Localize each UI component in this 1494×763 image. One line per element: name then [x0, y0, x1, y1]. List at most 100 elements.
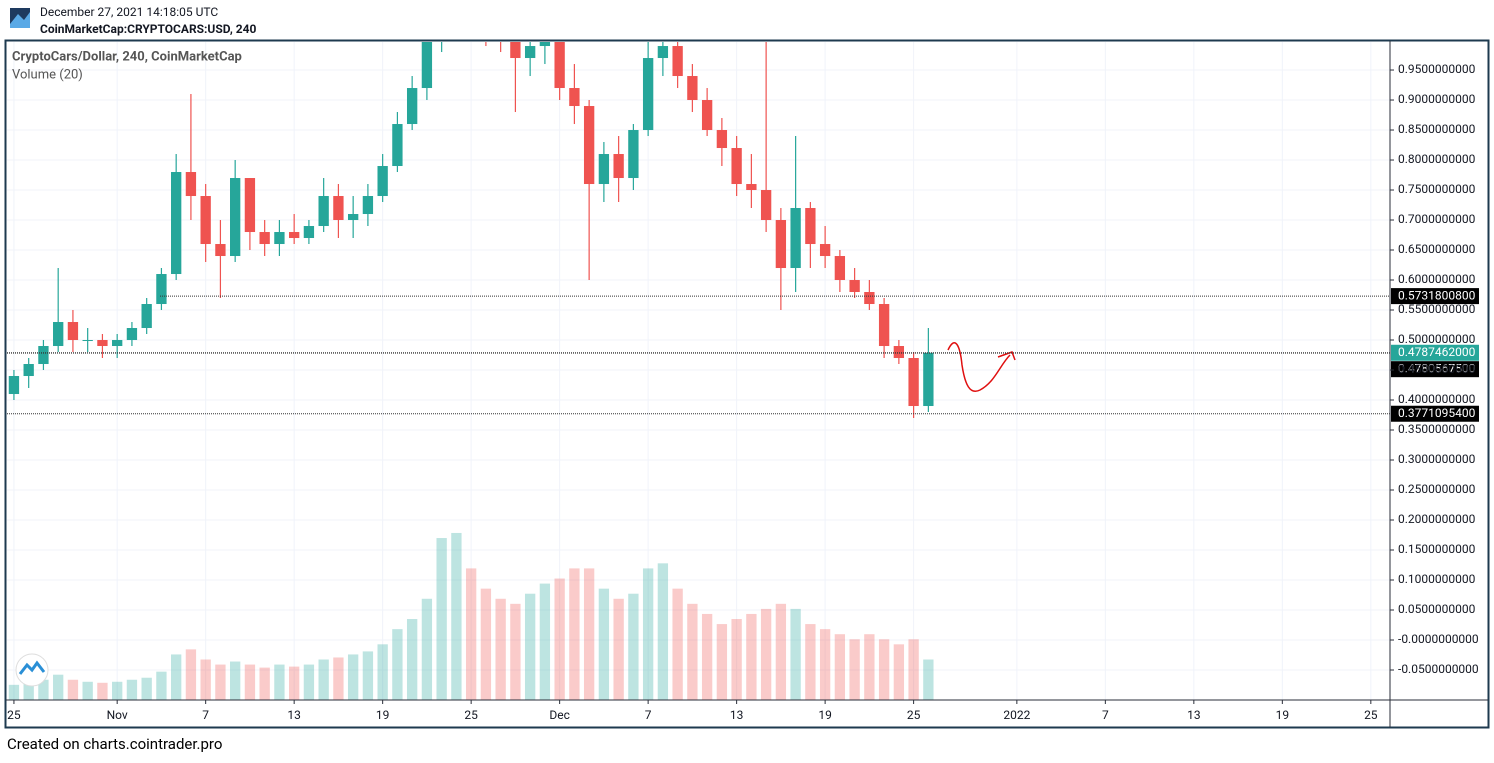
volume-bar [775, 603, 787, 700]
candle-body [849, 280, 860, 293]
y-tick-label: 0.3500000000 [1398, 422, 1476, 436]
volume-bar [480, 588, 492, 700]
y-tick-label: 0.1000000000 [1398, 572, 1476, 586]
volume-bar [421, 598, 433, 700]
volume-bar [23, 681, 34, 700]
candle-body [156, 274, 167, 305]
volume-bar [303, 664, 315, 700]
volume-bar [156, 671, 167, 700]
grid [7, 42, 1390, 700]
volume-bar [701, 613, 713, 700]
candle-body [259, 232, 270, 245]
candle-body [864, 292, 875, 305]
volume-bar [38, 679, 49, 700]
volume-bar [333, 657, 344, 700]
candle-body [746, 184, 757, 191]
x-tick-label: 7 [1102, 708, 1109, 722]
volume-bar [465, 568, 477, 700]
volume-bar [347, 654, 359, 700]
price-label: 0.3771095400 [1398, 406, 1476, 420]
candle-body [510, 42, 521, 59]
y-tick-label: 0.2000000000 [1398, 512, 1476, 526]
volume-bar [672, 588, 683, 700]
y-tick-label: 0.3000000000 [1398, 452, 1476, 466]
x-tick-label: 13 [287, 708, 301, 722]
volume-bar [141, 677, 152, 700]
volume-bar [510, 603, 521, 700]
chart-title: CryptoCars/Dollar, 240, CoinMarketCap [12, 49, 242, 64]
price-label-box [1391, 361, 1479, 378]
volume-layer [8, 532, 934, 700]
candle-body [82, 340, 93, 342]
volume-bar [834, 634, 846, 700]
volume-bar [598, 588, 610, 700]
volume-bar [642, 568, 654, 700]
volume-bar [362, 651, 374, 700]
candle-body [672, 46, 683, 77]
volume-bar [112, 681, 123, 700]
candle-body [657, 46, 669, 59]
volume-bar [923, 659, 934, 700]
price-label: 0.4780567500 [1398, 361, 1476, 375]
volume-bar [878, 639, 890, 700]
candle-body [760, 190, 772, 221]
price-lines: 0.5731800800 0.4787462000 0.4780567500 0.37… [7, 288, 1479, 422]
volume-bar [215, 664, 226, 700]
volume-bar [318, 659, 329, 700]
candle-body [38, 346, 49, 365]
x-tick-label: 25 [1364, 708, 1378, 722]
candle-body [731, 148, 742, 185]
candle-layer [8, 28, 934, 419]
candle-body [613, 154, 624, 179]
x-tick-label: 7 [202, 708, 209, 722]
x-tick-label: 25 [464, 708, 478, 722]
candle-body [274, 232, 285, 245]
candle-body [406, 88, 418, 125]
volume-bar [613, 598, 624, 700]
candle-body [244, 178, 256, 233]
candle-body [126, 328, 138, 341]
volume-bar [716, 624, 728, 700]
candle-body [67, 322, 79, 341]
candle-body [834, 256, 846, 281]
x-tick-label: Nov [107, 708, 128, 722]
volume-bar [230, 661, 241, 700]
y-tick-label: 0.8000000000 [1398, 152, 1476, 166]
volume-bar [849, 639, 860, 700]
volume-bar [760, 608, 772, 700]
volume-bar [451, 532, 462, 700]
candle-body [923, 352, 934, 407]
y-tick-label: 0.7000000000 [1398, 212, 1476, 226]
volume-bar [53, 674, 64, 700]
price-label: 0.5731800800 [1398, 288, 1476, 302]
volume-bar [288, 666, 300, 700]
y-tick-label: 0.5500000000 [1398, 302, 1476, 316]
volume-bar [259, 667, 270, 700]
annotation-drawing [947, 342, 1016, 392]
y-tick-label: 0.5000000000 [1398, 332, 1476, 346]
volume-bar [436, 538, 447, 700]
volume-bar [82, 681, 93, 700]
volume-bar [495, 598, 506, 700]
candle-body [23, 364, 34, 377]
candle-body [716, 130, 728, 149]
header-symbol: CoinMarketCap:CRYPTOCARS:USD, 240 [40, 22, 257, 36]
y-tick-label: 0.1500000000 [1398, 542, 1476, 556]
candle-body [687, 76, 698, 101]
header-date: December 27, 2021 14:18:05 UTC [40, 5, 218, 19]
volume-bar [392, 629, 403, 700]
candle-body [805, 208, 816, 245]
candle-body [230, 178, 241, 257]
candle-body [495, 28, 505, 40]
volume-bar [171, 654, 182, 700]
chart-frame [4, 39, 1490, 729]
footer: Created on charts.cointrader.pro [7, 735, 222, 753]
candle-body [185, 172, 197, 197]
candle-body [200, 196, 211, 245]
volume-legend: Volume (20) [12, 67, 83, 82]
candle-body [569, 88, 580, 107]
candle-body [171, 172, 182, 275]
volume-bar [657, 563, 669, 700]
